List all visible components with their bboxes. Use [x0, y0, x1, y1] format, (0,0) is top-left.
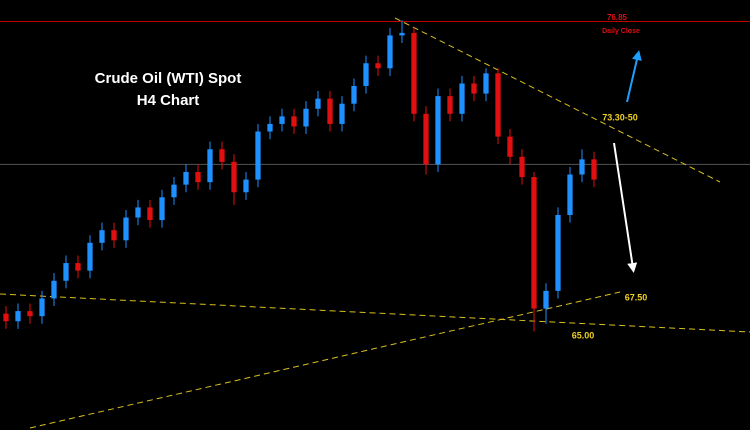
candle-body [267, 123, 273, 132]
candle-body [591, 159, 597, 180]
annotation: 67.50 [625, 292, 648, 302]
candle-body [291, 116, 297, 127]
arrow [626, 50, 642, 103]
candle-body [351, 86, 357, 104]
candle-body [39, 298, 45, 317]
candle-body [111, 230, 117, 241]
annotation: 73.30-50 [602, 112, 638, 122]
candle-body [123, 217, 129, 241]
candle-body [423, 113, 429, 165]
candle-body [447, 96, 453, 114]
candle-body [87, 242, 93, 271]
candle-body [579, 159, 585, 175]
candle-body [411, 32, 417, 114]
candle-body [159, 197, 165, 221]
candle-body [543, 290, 549, 309]
annotation: Daily Close [602, 28, 640, 35]
candle-body [207, 149, 213, 183]
chart-subtitle: H4 Chart [137, 92, 200, 109]
chart-title: Crude Oil (WTI) Spot [95, 70, 242, 87]
candle-body [51, 280, 57, 299]
candle-body [471, 83, 477, 94]
arrow [613, 142, 638, 273]
candle-body [531, 177, 537, 309]
candle-body [483, 73, 489, 94]
candle-body [75, 263, 81, 271]
candle-body [555, 215, 561, 291]
candle-body [399, 32, 405, 36]
candle-body [99, 230, 105, 243]
candle-body [495, 73, 501, 137]
trendline [29, 291, 621, 429]
candle-body [507, 136, 513, 157]
candle-body [3, 313, 9, 322]
candle-body [183, 172, 189, 185]
candle-body [63, 263, 69, 281]
candle-body [375, 63, 381, 69]
candle-body [435, 96, 441, 165]
candle-body [567, 174, 573, 215]
candle-body [171, 184, 177, 198]
candle-body [243, 179, 249, 193]
candle-body [327, 98, 333, 124]
candle-body [519, 156, 525, 178]
candle-body [195, 172, 201, 183]
candle-body [315, 98, 321, 109]
candle-body [135, 207, 141, 218]
candle-body [303, 108, 309, 127]
annotation: 65.00 [572, 330, 595, 340]
candle-body [219, 149, 225, 162]
candle-body [459, 83, 465, 114]
candle-body [15, 311, 21, 322]
candle-body [363, 63, 369, 86]
level-label: 76.85 [607, 13, 628, 22]
trendline [0, 293, 750, 333]
candle-body [279, 116, 285, 124]
trendline [394, 17, 721, 183]
candle-body [231, 161, 237, 193]
candle-body [387, 35, 393, 69]
candle-body [339, 103, 345, 124]
candle-body [147, 207, 153, 221]
candle-body [255, 131, 261, 180]
candle-body [27, 311, 33, 317]
